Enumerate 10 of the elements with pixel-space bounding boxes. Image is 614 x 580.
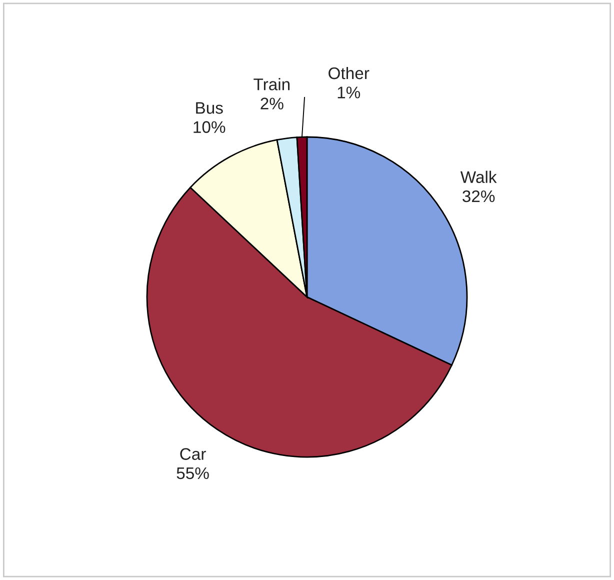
slice-label: Train bbox=[254, 78, 290, 90]
data-label: 1% bbox=[338, 86, 360, 98]
data-label: 10% bbox=[194, 121, 226, 133]
slice-label: Walk bbox=[460, 170, 497, 184]
slice-label: Other bbox=[328, 66, 370, 80]
slice-label: Bus bbox=[196, 102, 223, 114]
slice-label: Car bbox=[180, 448, 206, 460]
data-label: 55% bbox=[176, 467, 209, 480]
data-label: 2% bbox=[260, 98, 284, 110]
data-label: 32% bbox=[462, 190, 495, 202]
